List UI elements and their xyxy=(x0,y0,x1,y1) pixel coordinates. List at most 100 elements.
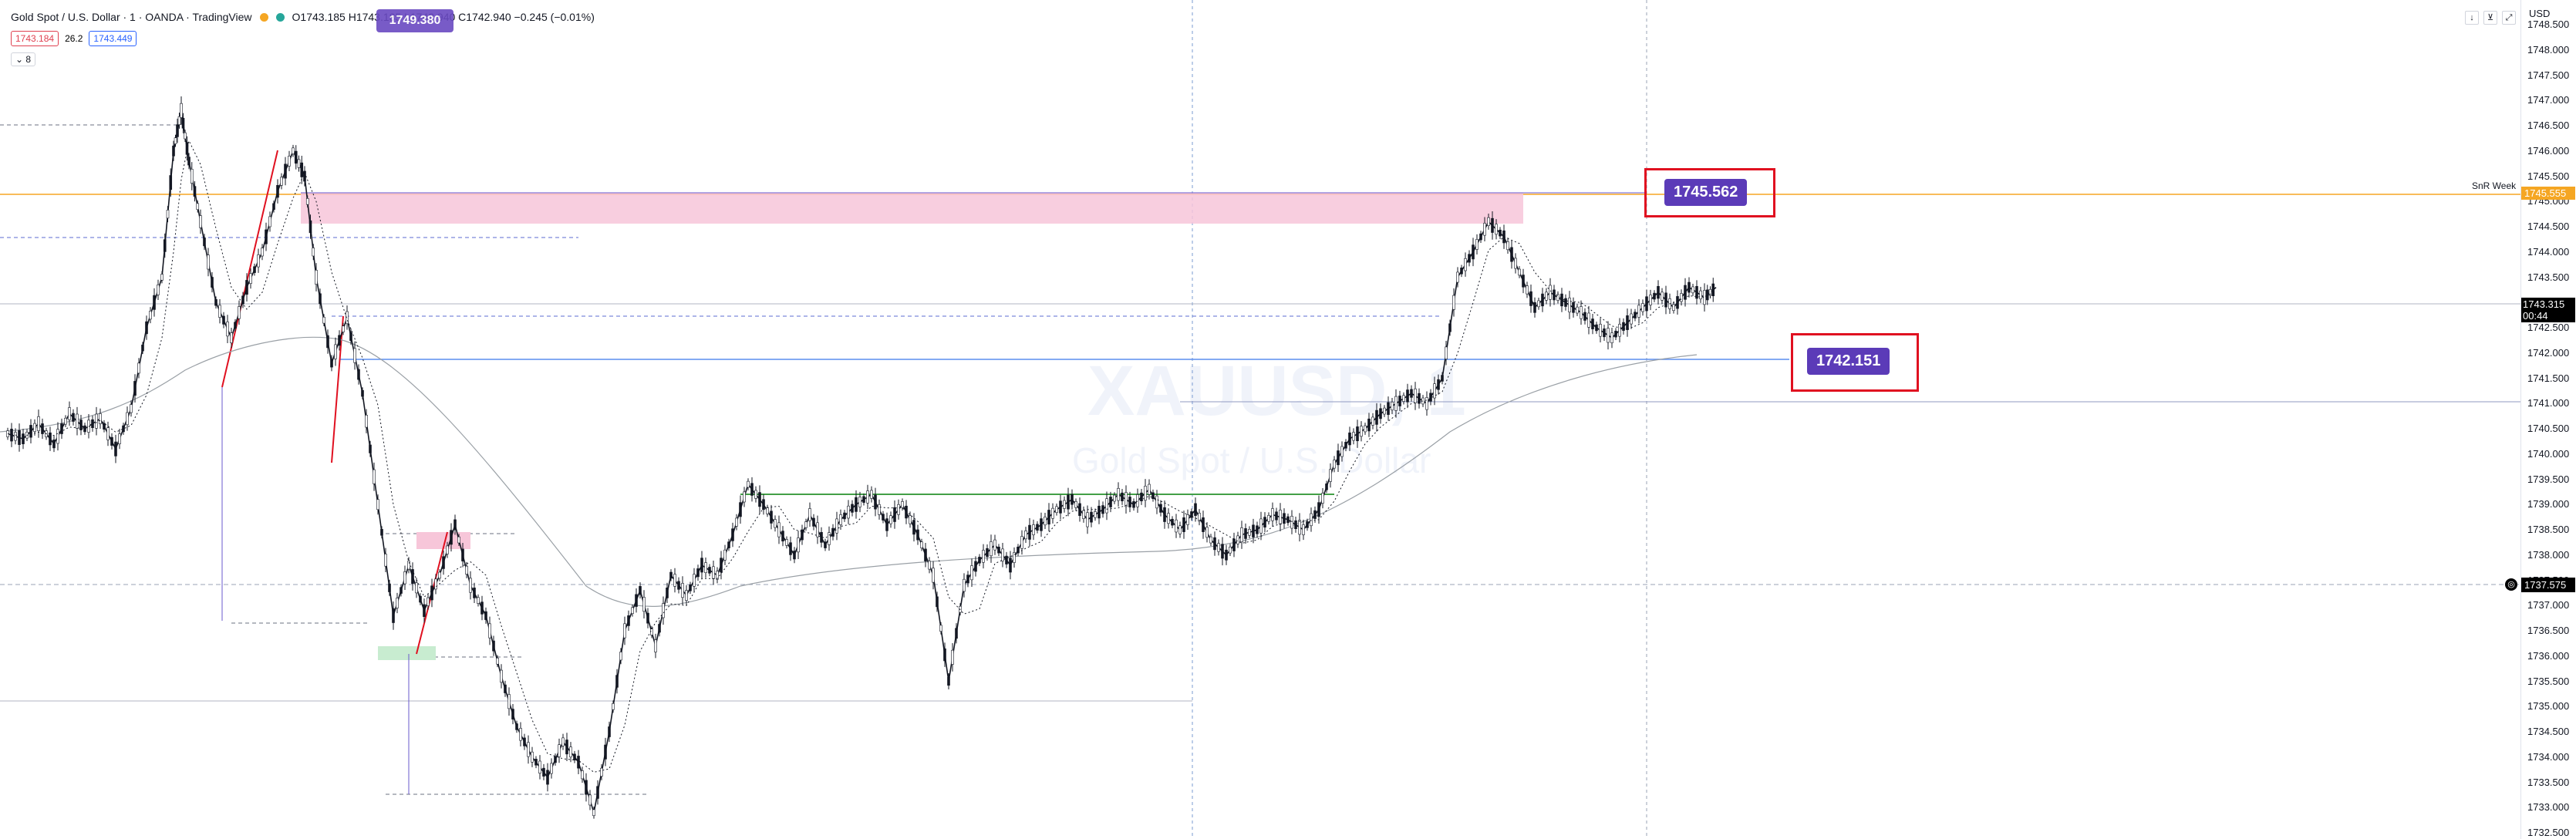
candle-body xyxy=(673,574,676,587)
buy-button[interactable]: 1743.449 xyxy=(89,31,137,46)
candle-body xyxy=(1510,247,1513,262)
candle-body xyxy=(1329,469,1332,482)
candle-body xyxy=(1414,388,1417,403)
chart-header: Gold Spot / U.S. Dollar · 1 · OANDA · Tr… xyxy=(11,11,595,23)
currency-label[interactable]: USD xyxy=(2529,8,2551,19)
candle-body xyxy=(163,239,167,252)
candle-body xyxy=(1248,529,1251,536)
candle-body xyxy=(1691,286,1694,294)
candle-body xyxy=(1483,223,1486,236)
candle-body xyxy=(1263,517,1266,528)
candle-body xyxy=(1024,531,1027,540)
spread-value: 26.2 xyxy=(65,33,83,44)
candle-body xyxy=(294,150,298,164)
lower-price-label: 1742.151 xyxy=(1807,348,1890,375)
candle-body xyxy=(1020,536,1023,549)
candle-body xyxy=(1128,497,1131,507)
candle-body xyxy=(1475,239,1479,250)
candle-body xyxy=(743,491,746,503)
candle-body xyxy=(76,413,79,429)
candle-body xyxy=(1437,379,1440,390)
candle-body xyxy=(1572,302,1575,313)
candle-body xyxy=(1294,520,1297,529)
candle-body xyxy=(1155,495,1158,509)
candle-body xyxy=(110,436,113,446)
candle-body xyxy=(1036,524,1039,531)
candle-body xyxy=(392,608,395,623)
symbol-title[interactable]: Gold Spot / U.S. Dollar · 1 · OANDA · Tr… xyxy=(11,11,252,23)
candle-body xyxy=(18,430,21,445)
candle-body xyxy=(10,429,13,442)
candle-body xyxy=(353,348,356,363)
candle-body xyxy=(1603,329,1606,338)
candle-body xyxy=(222,315,225,325)
candle-body xyxy=(1506,241,1509,251)
candle-body xyxy=(253,266,256,273)
candle-body xyxy=(1699,290,1702,299)
candle-body xyxy=(1514,258,1517,269)
candle-body xyxy=(326,335,329,349)
candle-body xyxy=(1545,291,1548,301)
candle-body xyxy=(681,583,684,598)
candle-body xyxy=(1317,502,1320,517)
candle-body xyxy=(997,546,1000,554)
candle-body xyxy=(238,306,241,319)
sell-button[interactable]: 1743.184 xyxy=(11,31,59,46)
candle-body xyxy=(1664,292,1667,308)
candle-body xyxy=(1622,322,1625,331)
candle-body xyxy=(1306,521,1309,528)
candle-body xyxy=(14,432,17,441)
candle-body xyxy=(415,582,418,594)
candle-body xyxy=(41,423,44,434)
candle-body xyxy=(974,561,977,572)
collapse-icon[interactable]: ⊻ xyxy=(2483,11,2497,25)
candle-body xyxy=(177,116,181,125)
candle-body xyxy=(305,198,309,205)
axis-tick: 1740.500 xyxy=(2527,423,2570,434)
candle-body xyxy=(727,541,730,548)
candle-body xyxy=(1182,517,1185,532)
candle-body xyxy=(330,359,333,368)
candle-body xyxy=(52,440,56,449)
candle-body xyxy=(1105,498,1108,514)
candle-body xyxy=(1310,513,1313,527)
candle-body xyxy=(1502,230,1505,244)
candle-body xyxy=(1529,291,1532,306)
candle-body xyxy=(696,568,700,578)
fullscreen-icon[interactable]: ⤢ xyxy=(2502,11,2516,25)
candle-body xyxy=(777,522,781,537)
candle-body xyxy=(172,145,175,157)
axis-tick: 1748.000 xyxy=(2527,43,2570,56)
candle-body xyxy=(184,132,187,140)
indicators-toggle[interactable]: ⌄ 8 xyxy=(11,52,36,66)
candle-body xyxy=(309,220,312,234)
candle-body xyxy=(1178,525,1182,534)
candle-body xyxy=(1418,393,1421,404)
candle-body xyxy=(1302,524,1305,535)
candle-body xyxy=(770,510,773,524)
snr-price-badge: 1745.555 xyxy=(2521,187,2575,200)
candle-body xyxy=(149,311,152,320)
axis-tick: 1746.500 xyxy=(2527,120,2570,131)
candle-body xyxy=(677,581,680,590)
target-icon[interactable]: ◎ xyxy=(2505,578,2517,591)
candle-body xyxy=(797,537,800,553)
candle-body xyxy=(1121,492,1124,501)
candle-body xyxy=(322,316,325,324)
candle-body xyxy=(1286,516,1290,524)
down-arrow-icon[interactable]: ↓ xyxy=(2465,11,2479,25)
candle-body xyxy=(469,578,472,593)
candle-body xyxy=(858,497,861,507)
candle-body xyxy=(619,652,622,661)
candle-body xyxy=(176,124,179,137)
candle-body xyxy=(1252,524,1255,537)
axis-tick: 1747.500 xyxy=(2527,69,2570,81)
plot-svg[interactable] xyxy=(0,0,2520,839)
candle-body xyxy=(874,494,877,510)
candle-body xyxy=(190,169,194,184)
price-axis[interactable]: USD 1748.500 1748.000 1747.500 1747.000 1746… xyxy=(2520,0,2576,839)
candle-body xyxy=(750,483,754,496)
candle-body xyxy=(1221,544,1224,559)
candle-body xyxy=(1607,328,1610,343)
